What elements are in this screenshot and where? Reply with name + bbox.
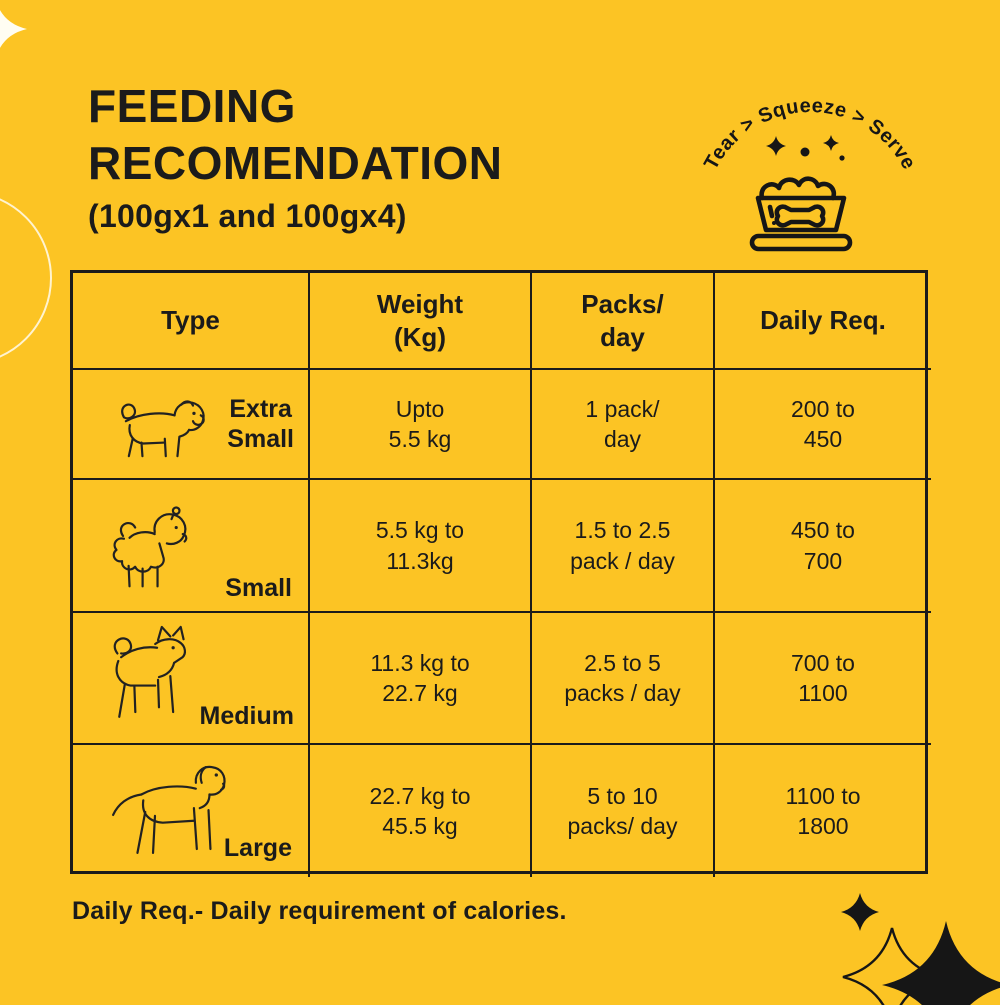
title-block: FEEDING RECOMENDATION (100gx1 and 100gx4… xyxy=(88,78,503,235)
column-header-daily-req: Daily Req. xyxy=(715,273,931,370)
packs-value: 5 to 10 packs/ day xyxy=(532,745,715,877)
weight-value: 22.7 kg to 45.5 kg xyxy=(310,745,532,877)
table-row-extra-small-type: Extra Small xyxy=(73,370,310,480)
table-row-large-type: Large xyxy=(73,745,310,877)
weight-value: 11.3 kg to 22.7 kg xyxy=(310,613,532,745)
daily-req-value: 450 to 700 xyxy=(715,480,931,613)
white-sparkle-icon xyxy=(0,9,27,49)
weight-value: Upto 5.5 kg xyxy=(310,370,532,480)
type-label: Large xyxy=(223,834,292,862)
tear-squeeze-serve-badge: Tear > Squeeze > Serve xyxy=(700,95,920,252)
page-title-line2: RECOMENDATION xyxy=(88,137,503,189)
labrador-icon xyxy=(81,757,227,867)
table-row-medium-type: Medium xyxy=(73,613,310,745)
weight-value: 5.5 kg to 11.3kg xyxy=(310,480,532,613)
column-header-weight: Weight (Kg) xyxy=(310,273,532,370)
daily-req-value: 200 to 450 xyxy=(715,370,931,480)
daily-req-value: 700 to 1100 xyxy=(715,613,931,745)
badge-arc-text: Tear > Squeeze > Serve xyxy=(700,95,920,174)
footnote: Daily Req.- Daily requirement of calorie… xyxy=(72,897,567,925)
sparkle-icons xyxy=(766,135,845,161)
page-title-line1: FEEDING xyxy=(88,80,296,132)
column-header-type: Type xyxy=(73,273,310,370)
daily-req-value: 1100 to 1800 xyxy=(785,782,861,839)
column-header-packs: Packs/ day xyxy=(532,273,715,370)
spitz-icon xyxy=(89,621,193,735)
table-row-small-type: Small xyxy=(73,480,310,613)
type-label: Small xyxy=(225,574,292,602)
type-label: Medium xyxy=(199,702,294,730)
feeding-table: Type Weight (Kg) Packs/ day Daily Req. E… xyxy=(70,270,931,877)
pug-icon xyxy=(99,392,217,462)
packs-value: 1 pack/ day xyxy=(532,370,715,480)
shih-tzu-icon xyxy=(95,497,207,601)
page-subtitle: (100gx1 and 100gx4) xyxy=(88,198,407,234)
type-label: Extra Small xyxy=(227,395,294,453)
packs-value: 1.5 to 2.5 pack / day xyxy=(532,480,715,613)
packs-value: 2.5 to 5 packs / day xyxy=(532,613,715,745)
dog-bowl-icon xyxy=(749,176,853,252)
white-circle-decoration xyxy=(0,191,52,365)
